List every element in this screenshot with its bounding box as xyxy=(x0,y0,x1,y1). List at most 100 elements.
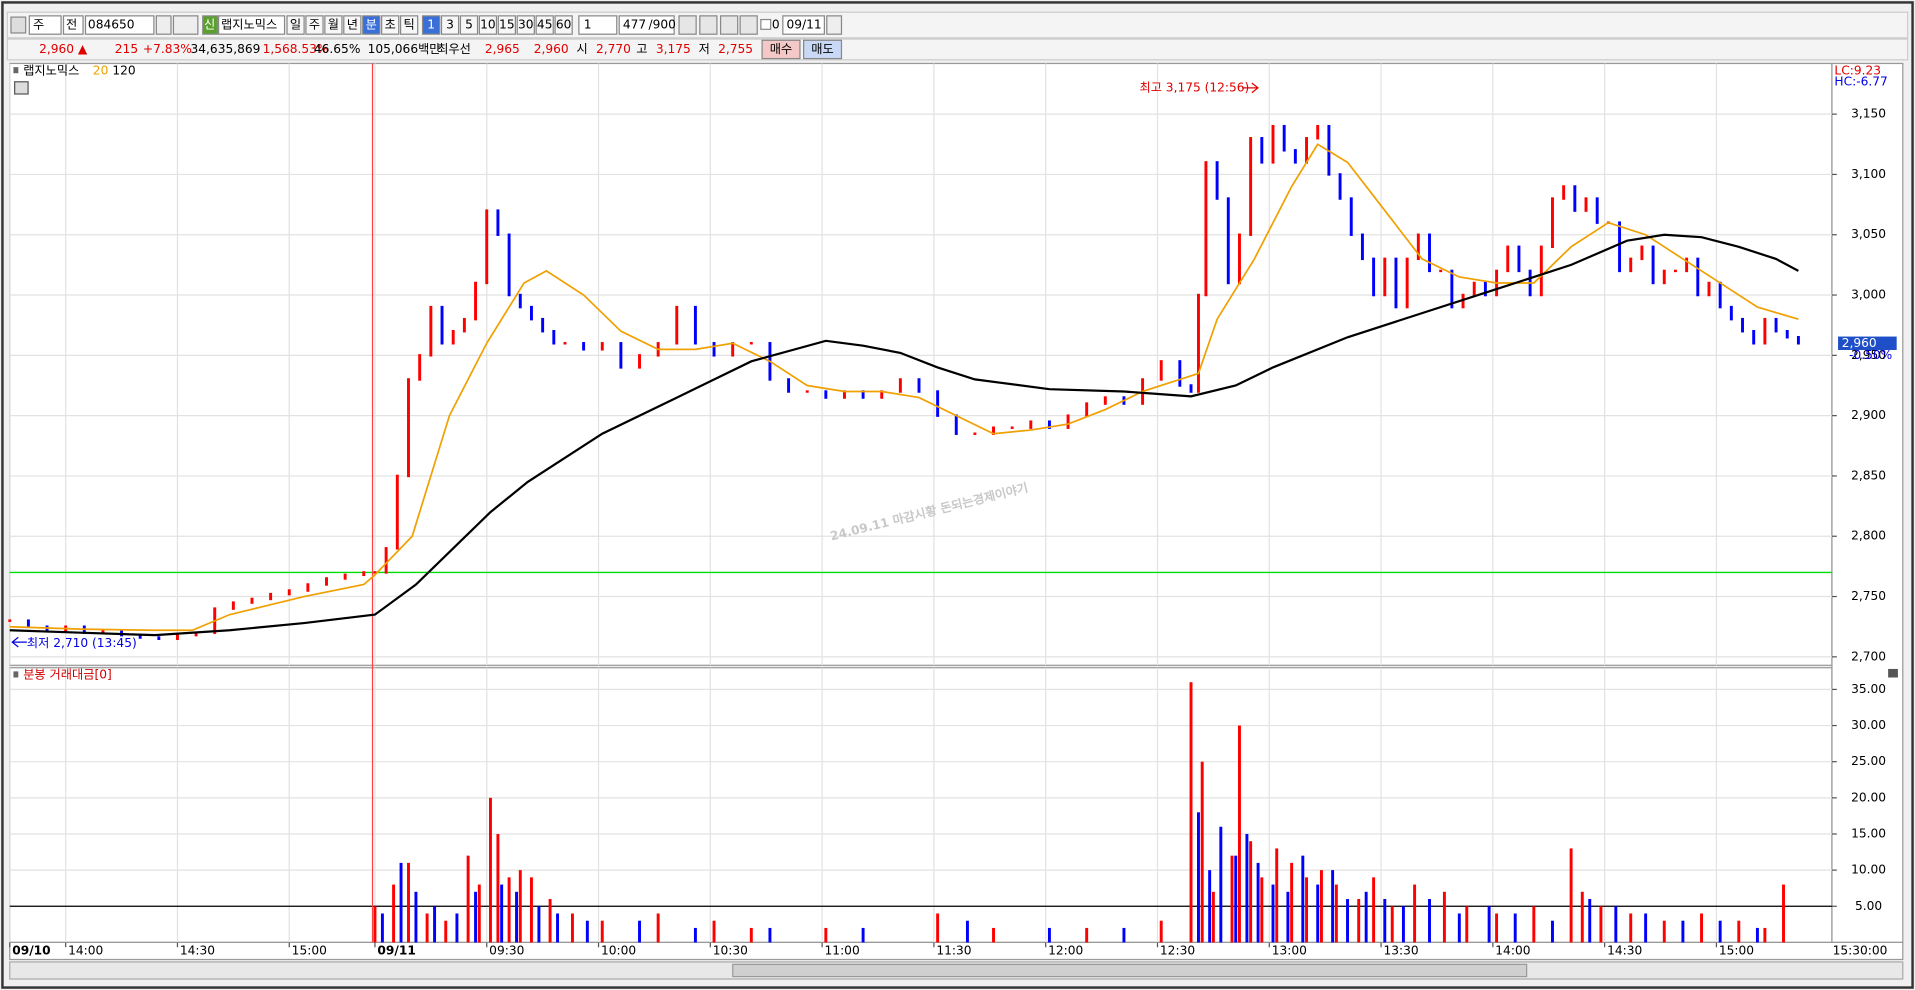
volume-title: 분봉 거래대금[0] xyxy=(23,668,112,682)
quote-change-pct: +7.83% xyxy=(143,42,192,56)
panel-icon[interactable] xyxy=(14,81,29,95)
candle xyxy=(1047,420,1051,429)
candle xyxy=(1718,281,1722,309)
volume-bar xyxy=(1644,913,1648,943)
legend-entry: 120 xyxy=(112,63,135,77)
legend-marker xyxy=(13,67,19,74)
candle xyxy=(880,390,884,399)
volume-bar xyxy=(1197,812,1200,943)
code-input[interactable] xyxy=(84,15,155,35)
candle xyxy=(1237,233,1241,285)
candle xyxy=(563,342,567,345)
candle xyxy=(1483,281,1487,297)
candle xyxy=(138,633,142,639)
candle xyxy=(306,583,310,592)
period-button[interactable] xyxy=(381,15,400,35)
low-arrow xyxy=(11,636,27,648)
quote-bar xyxy=(6,38,1909,61)
sound-button[interactable] xyxy=(172,15,199,35)
interval-button[interactable] xyxy=(535,15,554,35)
interval-input[interactable] xyxy=(578,15,618,35)
candle xyxy=(1640,245,1644,261)
mode-select[interactable] xyxy=(62,15,84,35)
sell-button[interactable] xyxy=(803,39,843,60)
volume-bar xyxy=(1457,913,1461,943)
interval-button[interactable] xyxy=(459,15,479,35)
y-tick-label: 15.00 xyxy=(1851,826,1886,840)
market: 주 xyxy=(33,18,44,32)
candle xyxy=(954,414,958,435)
volume-bar xyxy=(414,891,418,943)
candle xyxy=(1260,137,1264,164)
x-tick-label: 11:00 xyxy=(825,943,860,957)
high-note: 최고 3,175 (12:56) xyxy=(1139,80,1249,94)
scroll-thumb[interactable] xyxy=(732,963,1528,978)
quote-ask: 2,965 xyxy=(485,42,520,56)
candle xyxy=(496,209,500,236)
panel-icon[interactable] xyxy=(1888,668,1898,678)
volume-bar xyxy=(1588,899,1592,943)
volume-bar xyxy=(1316,884,1320,943)
interval-button[interactable] xyxy=(478,15,498,35)
calendar-button[interactable] xyxy=(826,15,843,35)
tool-icon[interactable] xyxy=(739,15,758,35)
candle xyxy=(1752,329,1756,345)
y-tick-label: 3,100 xyxy=(1851,167,1886,181)
checkbox[interactable] xyxy=(760,18,772,30)
candle xyxy=(1584,197,1588,212)
count-input[interactable] xyxy=(618,15,675,35)
interval-button[interactable] xyxy=(497,15,516,35)
volume-bar xyxy=(1372,877,1376,943)
buy-label[interactable]: 매수 xyxy=(770,42,792,56)
interval-button[interactable] xyxy=(421,15,441,35)
volume-bar xyxy=(399,862,403,943)
new-badge xyxy=(202,15,219,35)
y-tick-label: 2,850 xyxy=(1851,468,1886,482)
date-input[interactable] xyxy=(782,15,825,35)
candle xyxy=(973,432,977,435)
date: 09/11 xyxy=(787,18,822,32)
candle xyxy=(429,305,433,357)
moving-average xyxy=(9,233,1799,637)
interval-button[interactable] xyxy=(516,15,535,35)
period-button[interactable] xyxy=(324,15,343,35)
last-price-box xyxy=(1838,336,1897,350)
period-label: 틱 xyxy=(404,18,415,32)
period-label: 주 xyxy=(309,18,320,32)
candle xyxy=(1629,257,1633,273)
period-button[interactable] xyxy=(305,15,324,35)
volume-bar xyxy=(474,891,478,943)
interval-button[interactable] xyxy=(554,15,573,35)
new-badge: 신 xyxy=(204,18,215,32)
volume-bar xyxy=(1286,891,1290,943)
x-tick-label: 10:00 xyxy=(601,943,636,957)
candle xyxy=(843,390,846,399)
interval-button[interactable] xyxy=(440,15,460,35)
sell-label[interactable]: 매도 xyxy=(811,42,833,56)
search-button[interactable] xyxy=(155,15,172,35)
period-button[interactable] xyxy=(286,15,305,35)
volume-bar xyxy=(489,797,492,943)
tool-icon[interactable] xyxy=(678,15,697,35)
candle xyxy=(992,426,995,435)
period-button[interactable] xyxy=(399,15,419,35)
period-button[interactable] xyxy=(362,15,381,35)
candle xyxy=(824,390,828,399)
name-field[interactable] xyxy=(218,15,286,35)
tool-icon[interactable] xyxy=(719,15,739,35)
volume-bar xyxy=(585,920,589,943)
market-select[interactable] xyxy=(28,15,62,35)
buy-button[interactable] xyxy=(761,39,801,60)
x-tick-label: 14:00 xyxy=(1495,943,1530,957)
tool-icon[interactable] xyxy=(699,15,718,35)
candle xyxy=(1204,161,1208,297)
volume-bar xyxy=(1249,841,1253,943)
period-button[interactable] xyxy=(343,15,362,35)
volume-bar xyxy=(1782,884,1785,943)
y-tick-label: 2,900 xyxy=(1851,408,1886,422)
candle xyxy=(418,354,422,381)
toolbar-icon[interactable] xyxy=(10,16,27,34)
period-label: 년 xyxy=(347,18,358,32)
volume-bar xyxy=(466,855,470,943)
y-axis-area xyxy=(1831,62,1904,944)
